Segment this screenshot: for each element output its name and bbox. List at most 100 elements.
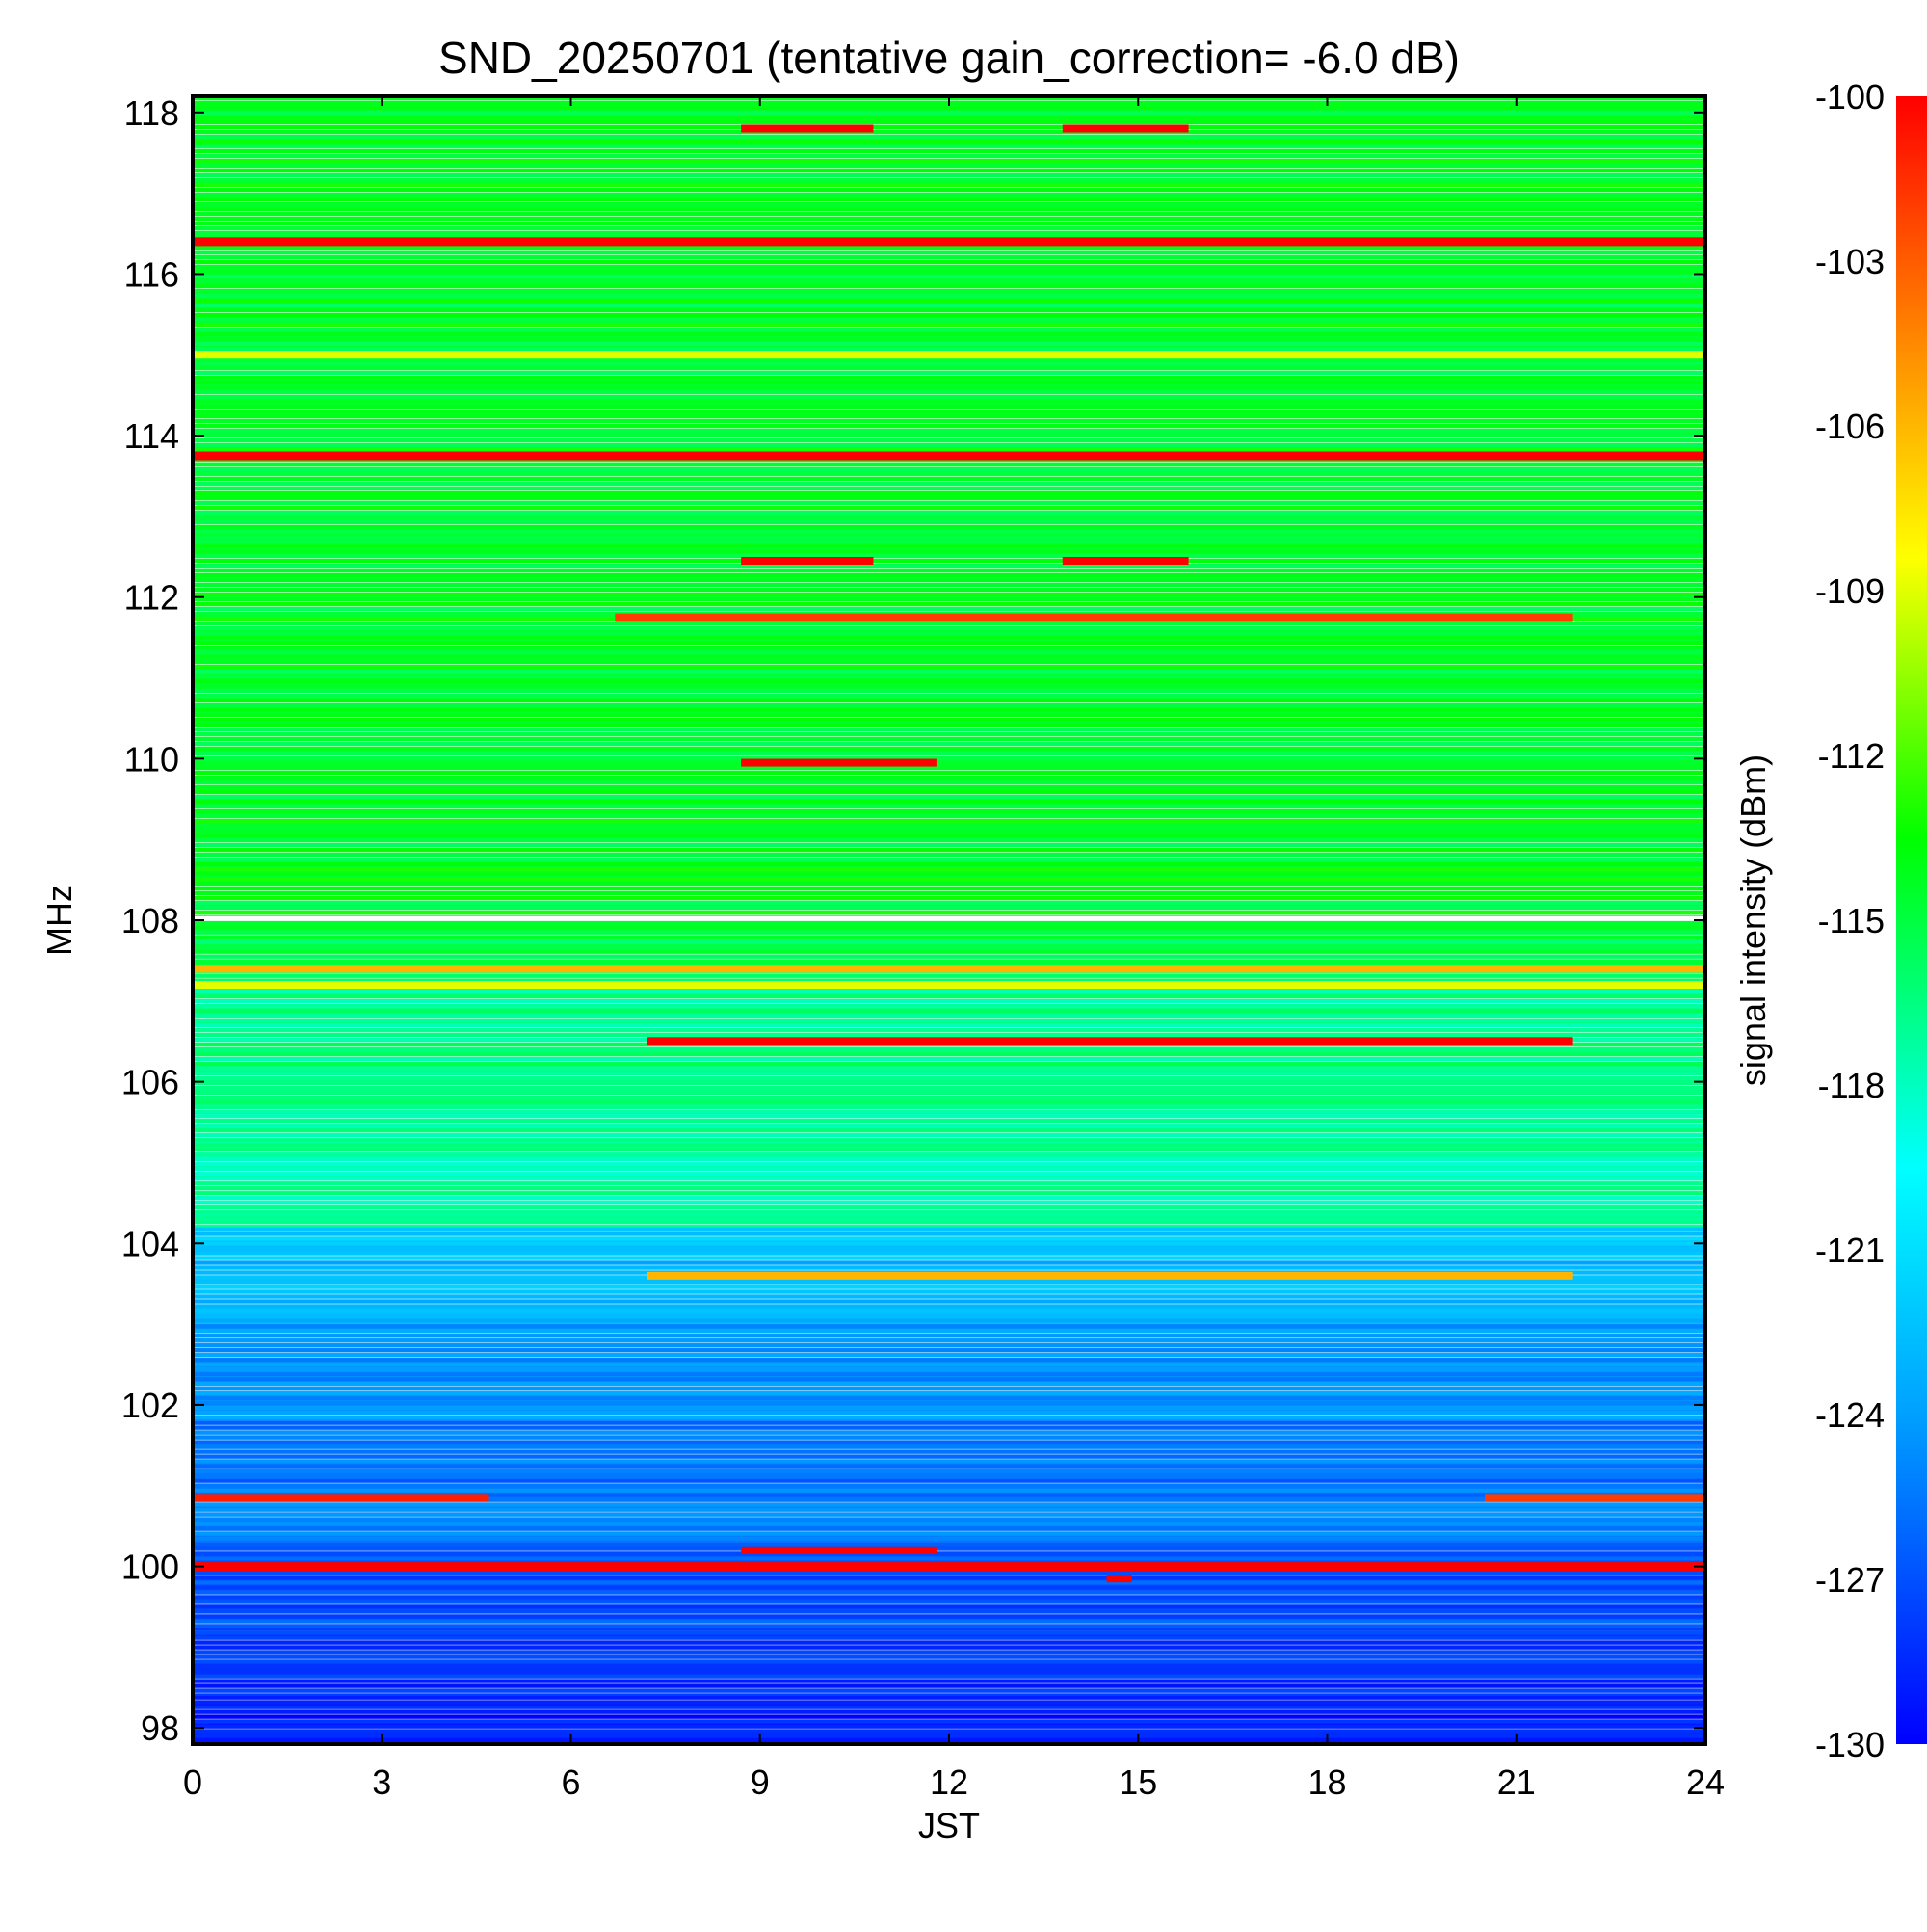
band-gap	[193, 177, 1705, 178]
band-stripe	[193, 154, 1705, 158]
band-stripe	[193, 540, 1705, 543]
band-gap	[193, 731, 1705, 732]
band-gap	[193, 375, 1705, 376]
band-stripe	[193, 1300, 1705, 1304]
band-stripe	[193, 520, 1705, 524]
band-stripe	[193, 569, 1705, 572]
band-gap	[193, 895, 1705, 896]
band-stripe	[193, 1614, 1705, 1618]
band-gap	[193, 1132, 1705, 1133]
band-stripe	[193, 824, 1705, 828]
band-gap	[193, 1645, 1705, 1646]
band-stripe	[193, 260, 1705, 264]
band-stripe	[193, 1257, 1705, 1260]
colorbar-label: signal intensity (dBm)	[1733, 754, 1773, 1086]
band-gap	[193, 1709, 1705, 1710]
band-stripe	[193, 1232, 1705, 1236]
band-stripe	[193, 120, 1705, 124]
band-stripe	[193, 994, 1705, 998]
band-gap	[193, 1729, 1705, 1730]
band-stripe	[193, 675, 1705, 678]
band-stripe	[193, 1162, 1705, 1166]
band-stripe	[193, 178, 1705, 182]
band-gap	[193, 230, 1705, 231]
band-stripe	[193, 1363, 1705, 1366]
band-gap	[193, 1056, 1705, 1057]
band-stripe	[193, 747, 1705, 751]
band-stripe	[193, 1367, 1705, 1371]
band-gap	[193, 1440, 1705, 1441]
band-stripe	[193, 549, 1705, 553]
band-stripe	[193, 1152, 1705, 1156]
band-stripe	[193, 790, 1705, 794]
band-stripe	[193, 578, 1705, 582]
band-stripe	[193, 1028, 1705, 1032]
band-stripe	[193, 1474, 1705, 1478]
y-tick-label: 114	[124, 416, 179, 456]
signal-trace	[741, 1547, 937, 1554]
colorbar-tick-label: -130	[1815, 1725, 1885, 1764]
band-stripe	[193, 395, 1705, 399]
band-gap	[193, 592, 1705, 593]
band-stripe	[193, 1580, 1705, 1584]
band-stripe	[193, 246, 1705, 250]
band-gap	[193, 1714, 1705, 1715]
band-stripe	[193, 882, 1705, 886]
band-stripe	[193, 1177, 1705, 1180]
band-gap	[193, 1270, 1705, 1271]
band-gap	[193, 1640, 1705, 1641]
band-stripe	[193, 781, 1705, 784]
band-stripe	[193, 1353, 1705, 1357]
band-stripe	[193, 1706, 1705, 1709]
band-stripe	[193, 1285, 1705, 1289]
band-stripe	[193, 1675, 1705, 1679]
colorbar-ticks: -100-103-106-109-112-115-118-121-124-127…	[1815, 77, 1885, 1764]
band-stripe	[193, 858, 1705, 861]
band-gap	[193, 1109, 1705, 1110]
band-stripe	[193, 950, 1705, 954]
band-stripe	[193, 1460, 1705, 1464]
band-stripe	[193, 1091, 1705, 1095]
band-stripe	[193, 1210, 1705, 1214]
band-stripe	[193, 1310, 1705, 1313]
band-stripe	[193, 1604, 1705, 1608]
band-stripe	[193, 1305, 1705, 1309]
band-stripe	[193, 752, 1705, 755]
band-stripe	[193, 622, 1705, 625]
band-stripe	[193, 1556, 1705, 1560]
band-stripe	[193, 708, 1705, 712]
band-stripe	[193, 872, 1705, 876]
y-tick-label: 100	[121, 1548, 179, 1587]
band-stripe	[193, 1513, 1705, 1517]
band-stripe	[193, 1124, 1705, 1127]
band-stripe	[193, 713, 1705, 717]
band-stripe	[193, 342, 1705, 346]
band-gap	[193, 1352, 1705, 1353]
band-stripe	[193, 1019, 1705, 1022]
band-stripe	[193, 1215, 1705, 1219]
band-stripe	[193, 438, 1705, 442]
band-stripe	[193, 646, 1705, 649]
band-stripe	[193, 530, 1705, 534]
band-stripe	[193, 999, 1705, 1003]
band-stripe	[193, 1009, 1705, 1013]
band-stripe	[193, 564, 1705, 568]
band-gap	[193, 201, 1705, 202]
band-stripe	[193, 207, 1705, 211]
band-stripe	[193, 906, 1705, 910]
band-stripe	[193, 1201, 1705, 1204]
band-stripe	[193, 1225, 1705, 1226]
signal-trace	[1063, 125, 1189, 133]
band-gap	[193, 1265, 1705, 1266]
band-gap	[193, 1435, 1705, 1436]
band-stripe	[193, 390, 1705, 394]
band-stripe	[193, 535, 1705, 539]
band-stripe	[193, 891, 1705, 895]
band-stripe	[193, 1508, 1705, 1512]
band-stripe	[193, 544, 1705, 548]
band-stripe	[193, 670, 1705, 674]
band-stripe	[193, 410, 1705, 413]
y-tick-label: 116	[124, 254, 179, 294]
band-stripe	[193, 1148, 1705, 1151]
